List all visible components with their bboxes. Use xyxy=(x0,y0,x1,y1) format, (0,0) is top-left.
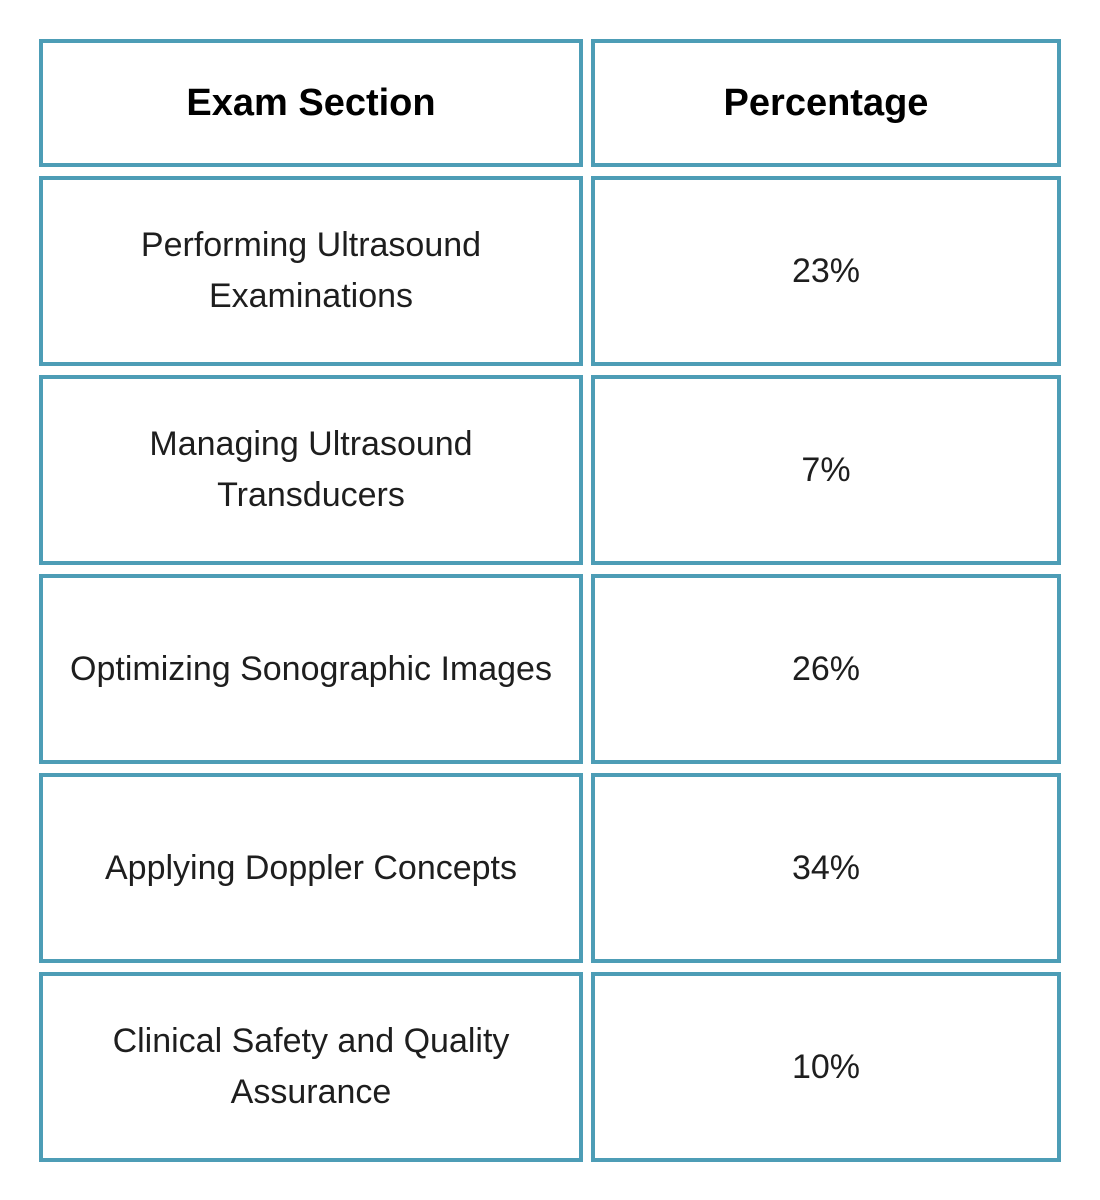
row-2-section-cell: Managing Ultrasound Transducers xyxy=(39,375,583,565)
row-1-section-label: Performing Ultrasound Examinations xyxy=(140,226,482,315)
row-2-section-label: Managing Ultrasound Transducers xyxy=(149,425,473,514)
row-5-section-label: Clinical Safety and Quality Assurance xyxy=(112,1022,510,1111)
header-label-exam-section: Exam Section xyxy=(186,81,436,124)
row-4-section-label: Applying Doppler Concepts xyxy=(104,848,518,887)
row-3-percentage-value: 26% xyxy=(791,649,861,688)
row-4-percentage-cell: 34% xyxy=(591,773,1061,963)
row-5-section-cell: Clinical Safety and Quality Assurance xyxy=(39,972,583,1162)
row-3-section-cell: Optimizing Sonographic Images xyxy=(39,574,583,764)
header-cell-percentage: Percentage xyxy=(591,39,1061,167)
row-2-percentage-cell: 7% xyxy=(591,375,1061,565)
row-5-percentage-value: 10% xyxy=(791,1047,861,1086)
row-3-section-label: Optimizing Sonographic Images xyxy=(70,649,552,688)
row-1-percentage-value: 23% xyxy=(791,251,861,290)
header-label-percentage: Percentage xyxy=(723,81,929,124)
row-1-percentage-cell: 23% xyxy=(591,176,1061,366)
row-5-percentage-cell: 10% xyxy=(591,972,1061,1162)
row-4-section-cell: Applying Doppler Concepts xyxy=(39,773,583,963)
row-2-percentage-value: 7% xyxy=(801,450,851,489)
exam-sections-table: Exam Section Percentage Performing Ultra… xyxy=(39,39,1061,1162)
row-4-percentage-value: 34% xyxy=(791,848,861,887)
row-3-percentage-cell: 26% xyxy=(591,574,1061,764)
row-1-section-cell: Performing Ultrasound Examinations xyxy=(39,176,583,366)
header-cell-exam-section: Exam Section xyxy=(39,39,583,167)
